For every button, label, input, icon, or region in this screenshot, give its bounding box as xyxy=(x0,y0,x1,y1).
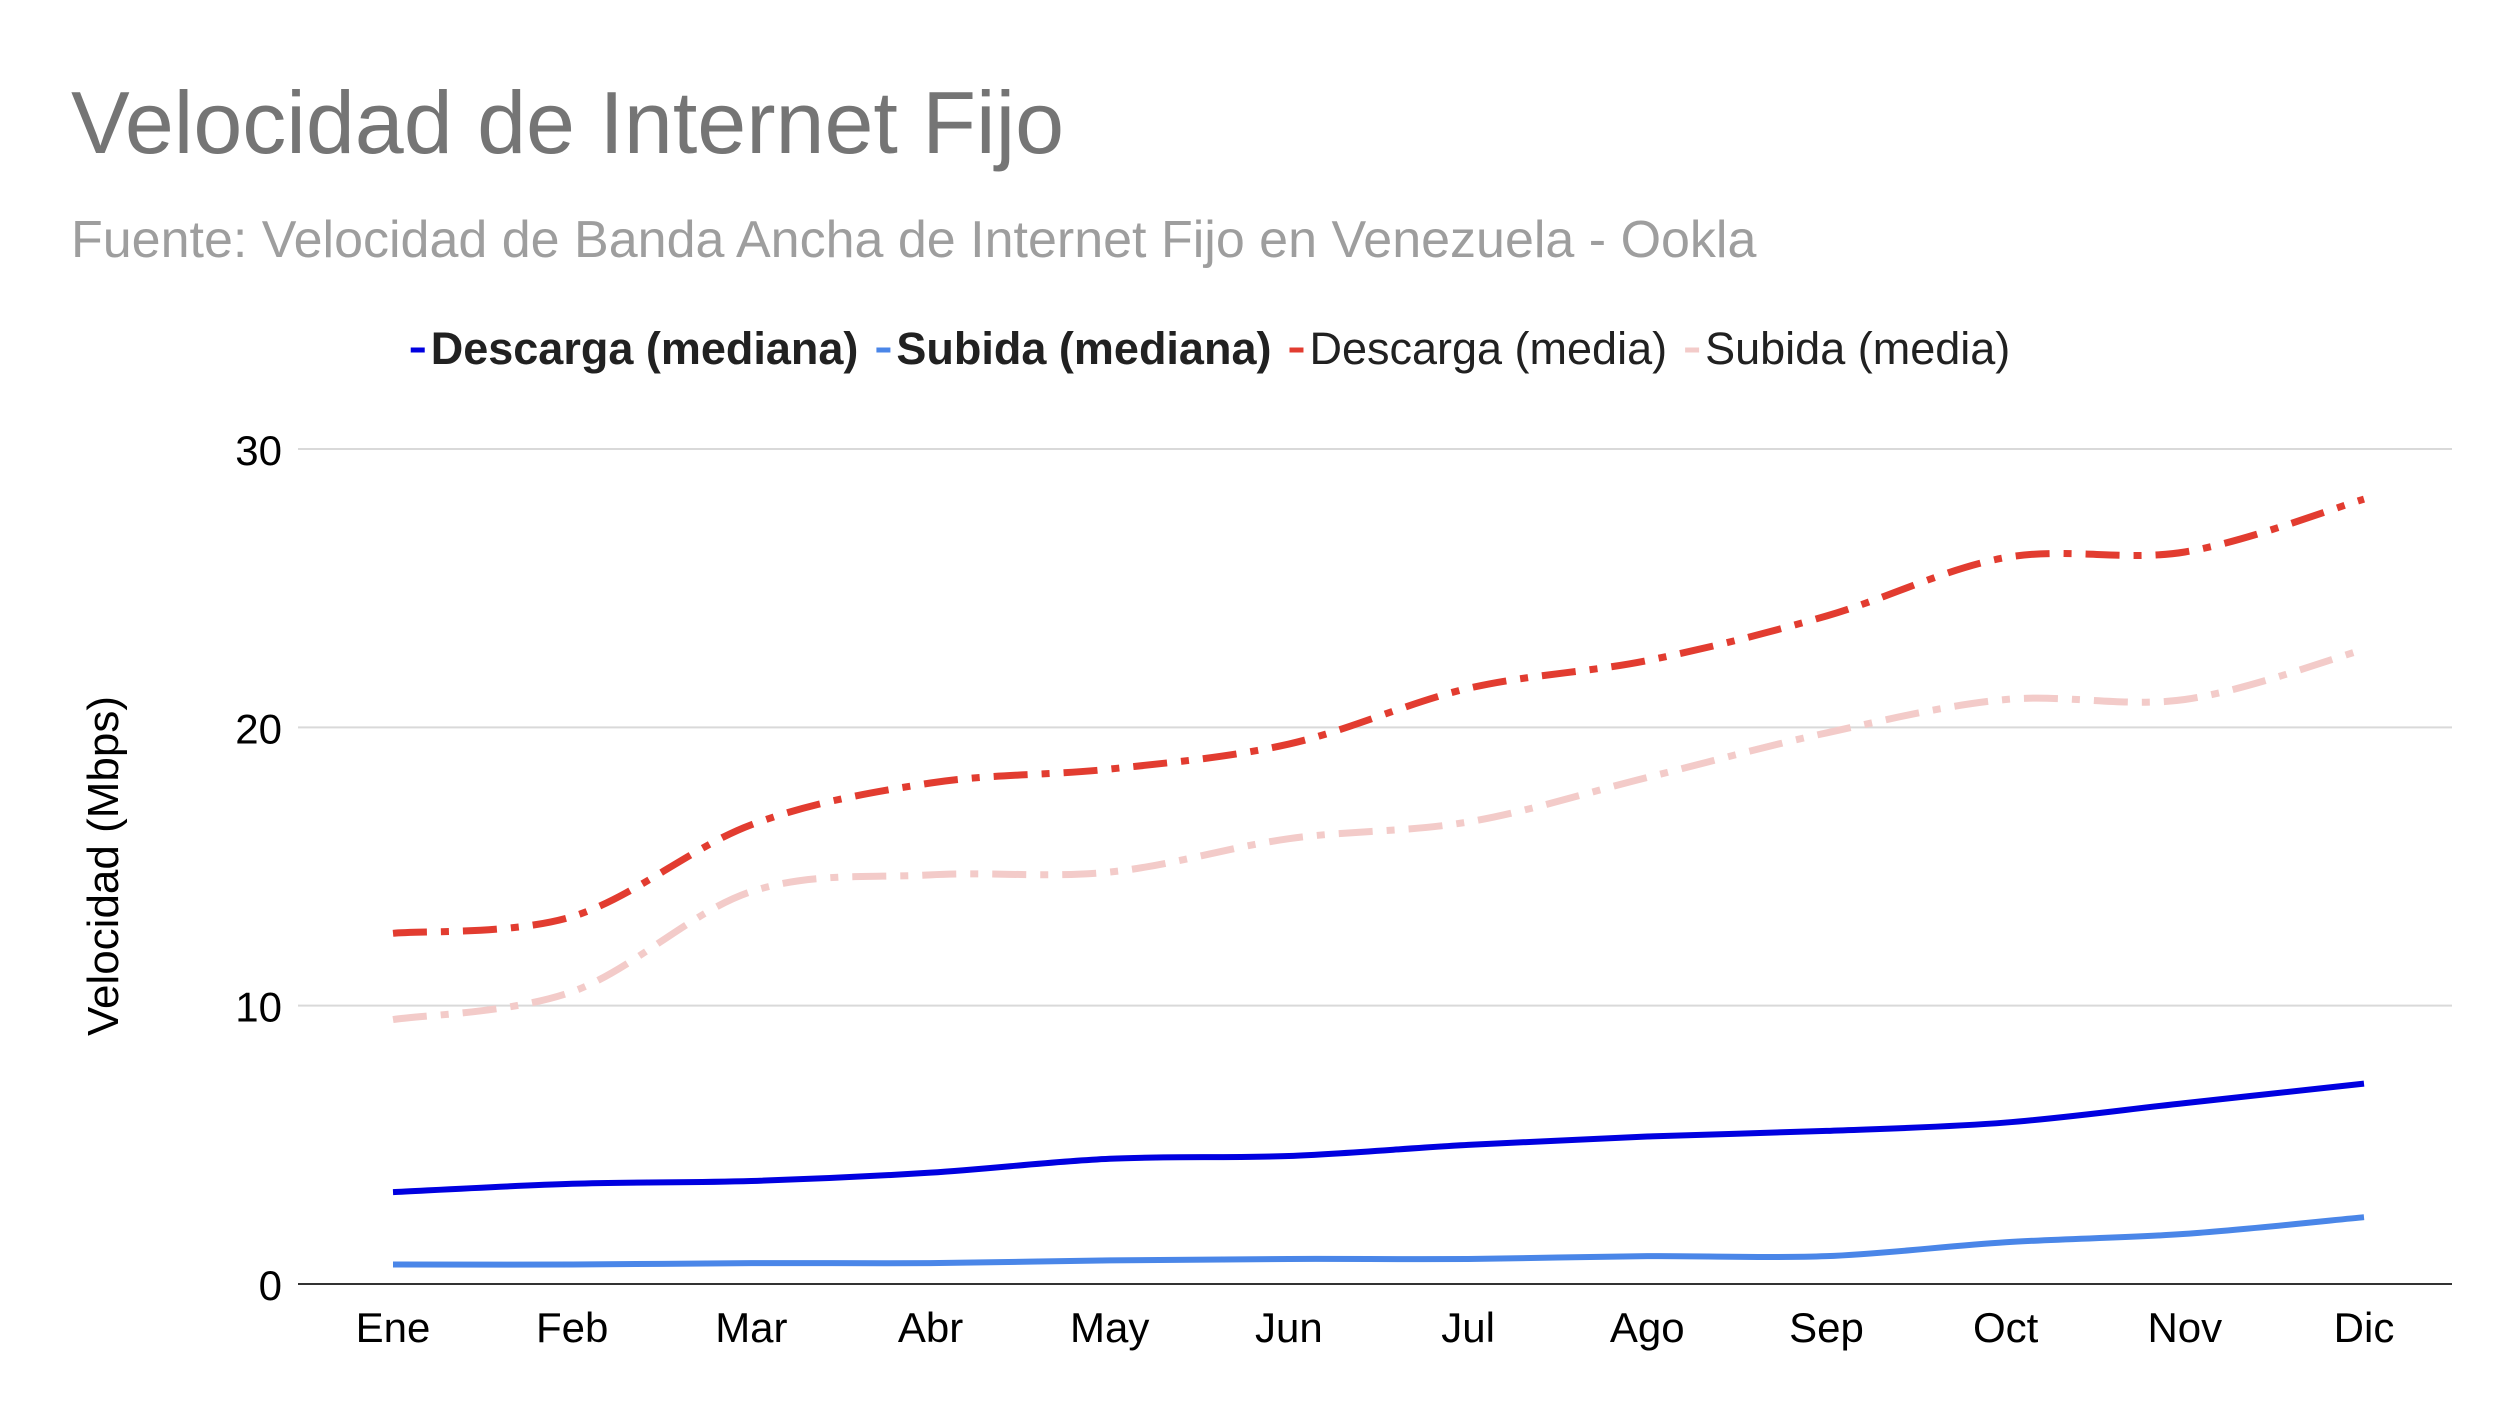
x-tick-label: Dic xyxy=(2334,1304,2395,1351)
legend-label: Descarga (mediana) xyxy=(431,323,859,374)
x-tick-label: Feb xyxy=(536,1304,608,1351)
legend: Descarga (mediana) Subida (mediana) Descar… xyxy=(410,323,2010,374)
x-tick-label: Oct xyxy=(1973,1304,2039,1351)
y-tick-label: 0 xyxy=(259,1262,282,1309)
x-tick-label: Ene xyxy=(356,1304,431,1351)
series-line-descarga-mediana xyxy=(392,1080,2365,1196)
x-tick-label: Ago xyxy=(1610,1304,1685,1351)
chart-subtitle: Fuente: Velocidad de Banda Ancha de Inte… xyxy=(71,211,1757,269)
series-line-subida-mediana xyxy=(392,1214,2365,1268)
legend-label: Subida (mediana) xyxy=(896,323,1271,374)
legend-label: Descarga (media) xyxy=(1309,323,1667,374)
axes: 0 10 20 30 Ene Feb Mar Abr May Jun Jul Ago Sep Oct Nov… xyxy=(79,427,2452,1351)
x-tick-label: Sep xyxy=(1789,1304,1864,1351)
legend-label: Subida (media) xyxy=(1705,323,2010,374)
legend-item: Descarga (media) xyxy=(1289,323,1667,374)
x-tick-label: Abr xyxy=(898,1304,963,1351)
x-tick-label: Jun xyxy=(1255,1304,1323,1351)
x-tick-label: Nov xyxy=(2147,1304,2222,1351)
series-line-descarga-media xyxy=(392,495,2365,937)
gridlines xyxy=(298,448,2452,1007)
y-tick-label: 10 xyxy=(235,984,282,1031)
legend-item: Descarga (mediana) xyxy=(410,323,859,374)
y-tick-label: 20 xyxy=(235,705,282,752)
y-axis-label: Velocidad (Mbps) xyxy=(79,696,128,1036)
series-line-subida-media xyxy=(392,646,2365,1024)
x-tick-label: May xyxy=(1070,1304,1149,1351)
legend-item: Subida (media) xyxy=(1685,323,2010,374)
x-tick-label: Mar xyxy=(715,1304,787,1351)
chart-title: Velocidad de Internet Fijo xyxy=(71,73,1065,172)
y-tick-label: 30 xyxy=(235,427,282,474)
legend-item: Subida (mediana) xyxy=(876,323,1271,374)
series-lines xyxy=(392,495,2365,1268)
x-tick-label: Jul xyxy=(1441,1304,1495,1351)
